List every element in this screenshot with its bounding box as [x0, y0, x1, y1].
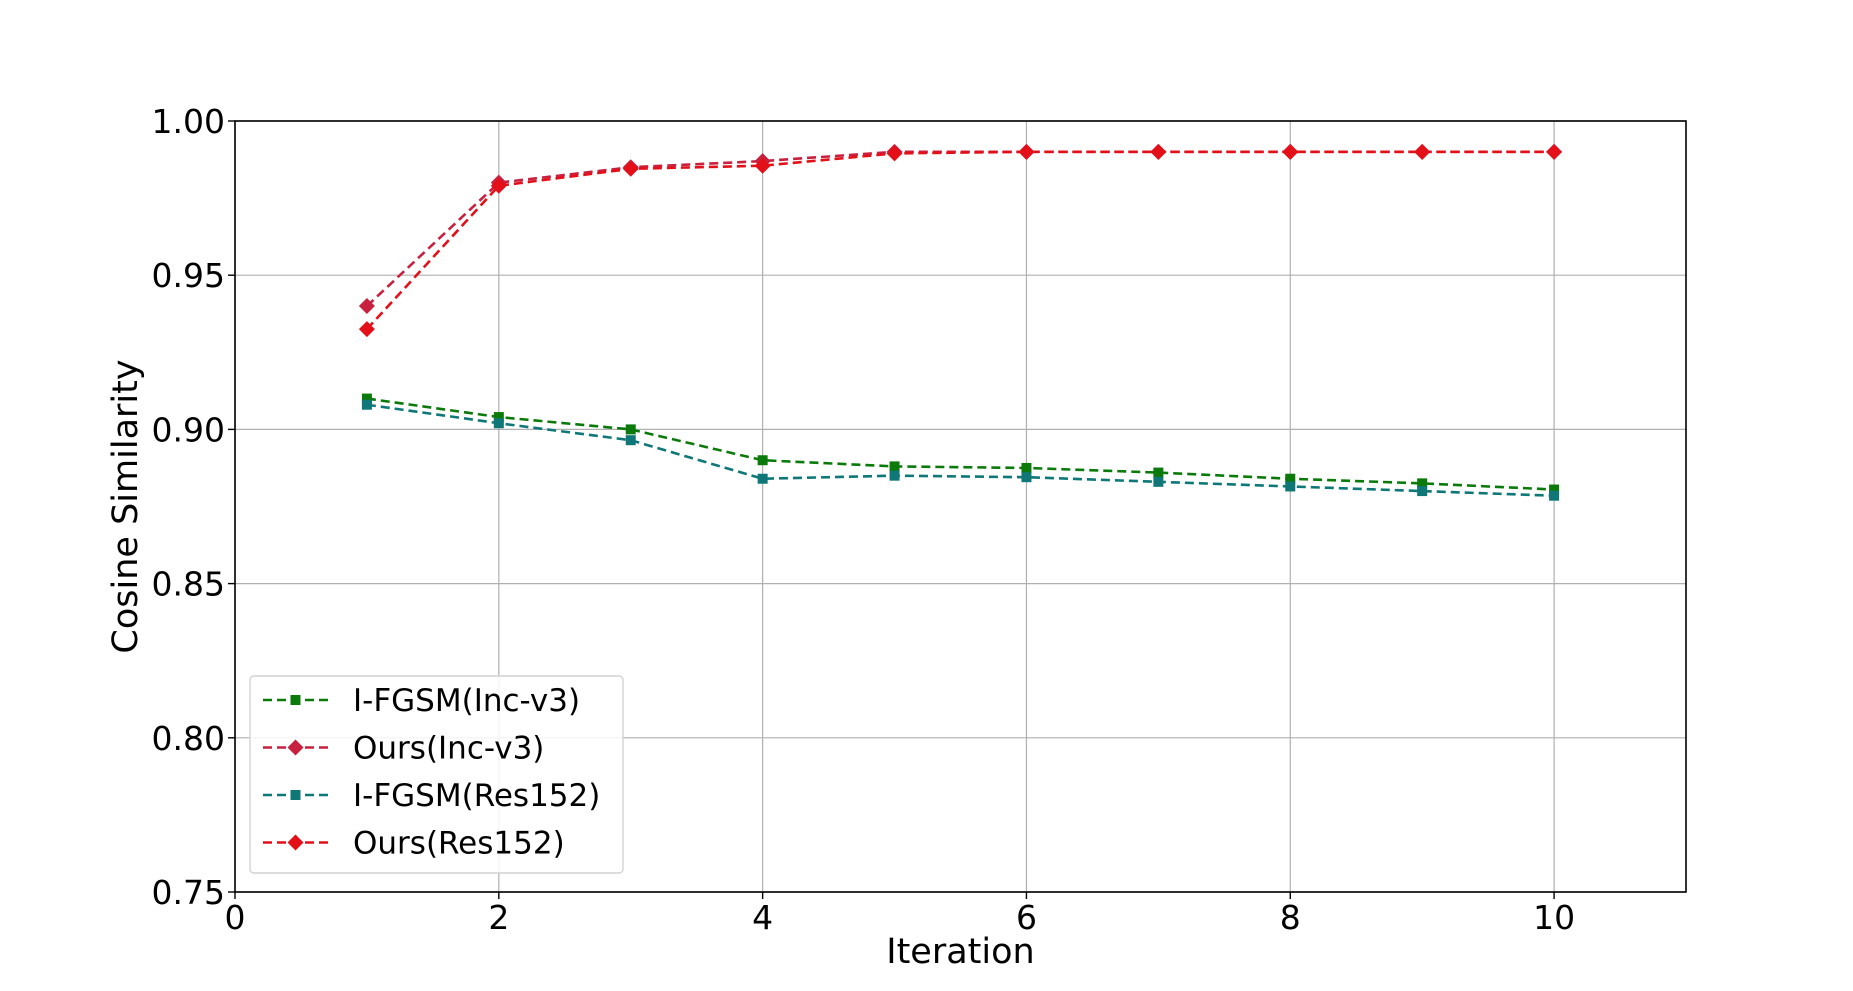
series-0-point-9 [1549, 484, 1560, 495]
series-0-point-1 [493, 412, 504, 423]
x-tick-label-3: 6 [1016, 898, 1037, 937]
series-2-point-4 [889, 470, 900, 481]
legend-item-3: Ours(Res152) [263, 826, 565, 862]
series-1-point-0 [358, 298, 375, 315]
series-0-point-3 [757, 455, 768, 466]
series-2-point-1 [493, 418, 504, 429]
x-tick-label-5: 10 [1533, 898, 1575, 937]
series-3-point-7 [1282, 143, 1299, 160]
legend-label-0: I-FGSM(Inc-v3) [353, 683, 580, 719]
plot-frame [234, 120, 1687, 893]
legend-box [249, 675, 624, 874]
series-0 [361, 393, 1560, 495]
y-tick-label-4: 0.95 [152, 256, 225, 295]
series-0-point-2 [625, 424, 636, 435]
series-line-0 [366, 397, 1555, 491]
series-2-point-3 [757, 473, 768, 484]
series-0-point-4 [889, 461, 900, 472]
series-3-point-0 [358, 321, 375, 338]
legend-marker-1 [287, 739, 304, 756]
x-tick-label-2: 4 [752, 898, 773, 937]
series-2-point-0 [361, 399, 372, 410]
y-axis: 0.75 0.80 0.85 0.90 0.95 1.00 [152, 102, 235, 912]
y-axis-label: Cosine Similarity [106, 359, 146, 653]
legend-marker-3 [287, 834, 304, 851]
y-tick-label-3: 0.90 [152, 410, 225, 449]
series-0-point-6 [1153, 467, 1164, 478]
series-0-point-8 [1417, 478, 1428, 489]
series-2-point-2 [625, 435, 636, 446]
legend-marker-0 [290, 695, 301, 705]
series-2-point-6 [1153, 476, 1164, 487]
series-3-point-4 [886, 145, 903, 162]
series-0-point-0 [361, 393, 372, 404]
series-3-point-9 [1546, 143, 1563, 160]
y-tick-label-0: 0.75 [152, 873, 225, 912]
series-0-point-5 [1021, 462, 1032, 473]
legend-item-0: I-FGSM(Inc-v3) [263, 683, 580, 719]
series-2 [361, 399, 1560, 501]
series-3-point-8 [1414, 143, 1431, 160]
x-axis-label: Iteration [886, 932, 1034, 972]
x-tick-label-0: 0 [225, 898, 246, 937]
series-3-point-3 [754, 157, 771, 174]
y-tick-label-1: 0.80 [152, 719, 225, 758]
series-3 [358, 143, 1563, 338]
x-axis: 0 2 4 6 8 10 [225, 892, 1575, 937]
legend-label-1: Ours(Inc-v3) [353, 731, 544, 767]
legend-label-3: Ours(Res152) [353, 826, 565, 862]
series-2-point-9 [1549, 490, 1560, 501]
legend-label-2: I-FGSM(Res152) [353, 778, 600, 814]
legend: I-FGSM(Inc-v3) Ours(Inc-v3) I-FGSM(Res152)… [249, 675, 624, 874]
y-tick-label-5: 1.00 [152, 102, 225, 141]
y-tick-label-2: 0.85 [152, 565, 225, 604]
series-3-point-1 [490, 177, 507, 194]
legend-item-2: I-FGSM(Res152) [263, 778, 600, 814]
x-tick-label-4: 8 [1280, 898, 1301, 937]
series-line-3 [365, 150, 1555, 331]
series-0-point-7 [1285, 473, 1296, 484]
series-2-point-5 [1021, 472, 1032, 483]
series-line-2 [366, 403, 1555, 498]
legend-item-1: Ours(Inc-v3) [263, 731, 544, 767]
series-2-point-8 [1417, 486, 1428, 497]
x-tick-label-1: 2 [488, 898, 509, 937]
series-3-point-2 [622, 160, 639, 177]
series-3-point-6 [1150, 143, 1167, 160]
series-layer [358, 143, 1563, 501]
series-2-point-7 [1285, 481, 1296, 492]
series-3-point-5 [1018, 143, 1035, 160]
legend-marker-2 [290, 790, 301, 800]
